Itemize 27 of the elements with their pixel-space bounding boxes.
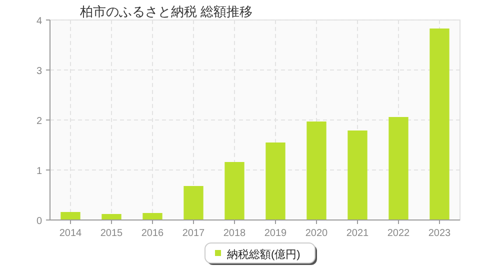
y-tick-label: 4 — [36, 16, 42, 27]
bar — [388, 117, 408, 220]
x-tick-label: 2014 — [59, 228, 82, 239]
x-tick-label: 2021 — [346, 228, 370, 239]
bar — [306, 122, 326, 220]
x-tick-label: 2022 — [387, 228, 410, 239]
x-tick-label: 2020 — [305, 228, 328, 239]
bar — [266, 142, 286, 220]
bar — [430, 28, 450, 220]
chart-title: 柏市のふるさと納税 総額推移 — [79, 4, 253, 19]
bar — [142, 213, 162, 220]
bar — [184, 186, 204, 220]
x-tick-label: 2015 — [100, 228, 124, 239]
legend-label: 納税総額(億円) — [227, 248, 300, 261]
bar — [348, 130, 368, 220]
bar — [102, 214, 122, 220]
y-tick-label: 1 — [36, 166, 42, 177]
y-tick-label: 3 — [36, 66, 42, 77]
x-tick-label: 2016 — [141, 228, 164, 239]
x-tick-label: 2023 — [428, 228, 452, 239]
x-tick-label: 2018 — [223, 228, 246, 239]
bar — [60, 212, 80, 220]
y-tick-label: 2 — [36, 116, 42, 127]
y-tick-label: 0 — [36, 216, 42, 227]
x-tick-label: 2019 — [264, 228, 288, 239]
bar — [224, 162, 244, 220]
x-tick-label: 2017 — [182, 228, 206, 239]
